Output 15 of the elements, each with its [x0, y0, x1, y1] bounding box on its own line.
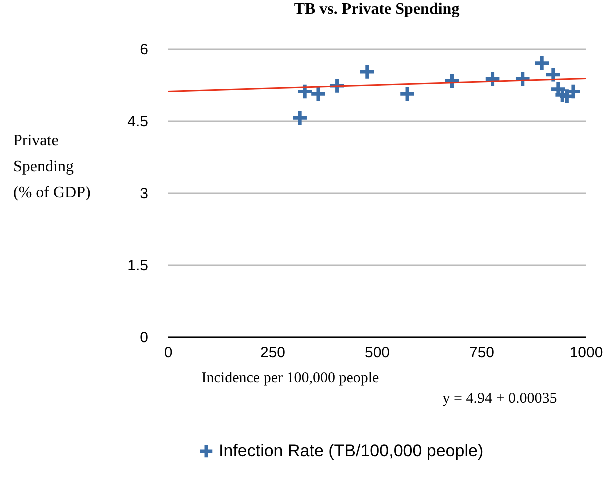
y-tick-label: 3 — [140, 186, 148, 202]
chart-title: TB vs. Private Spending — [294, 1, 460, 18]
y-axis-title: Private Spending (% of GDP) — [14, 132, 91, 202]
y-tick-label: 0 — [140, 330, 148, 346]
x-tick-label: 750 — [469, 344, 495, 362]
y-tick-label: 6 — [140, 42, 148, 58]
x-tick-label: 500 — [364, 344, 390, 362]
y-tick-label: 1.5 — [128, 258, 148, 274]
x-axis-title: Incidence per 100,000 people — [202, 370, 380, 386]
x-tick-label: 0 — [164, 344, 173, 362]
x-tick-label: 1000 — [570, 344, 604, 362]
legend-label: Infection Rate (TB/100,000 people) — [219, 442, 484, 460]
y-tick-label: 4.5 — [128, 114, 148, 130]
text: y = 4.94 + 0.00035 — [442, 391, 558, 407]
x-tick-label: 250 — [260, 344, 286, 362]
